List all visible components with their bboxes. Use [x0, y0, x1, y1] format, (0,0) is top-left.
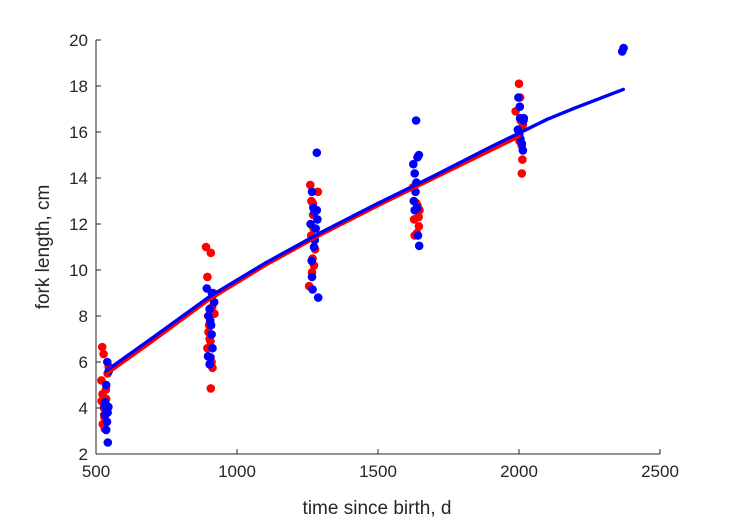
data-point — [312, 148, 322, 157]
data-point — [313, 215, 322, 224]
y-tick-label: 14 — [69, 169, 88, 188]
data-point — [99, 349, 108, 359]
data-point — [101, 425, 111, 435]
data-point — [307, 187, 317, 197]
data-point — [203, 272, 212, 282]
data-point — [206, 320, 216, 330]
data-point — [411, 116, 421, 125]
data-point — [102, 404, 111, 414]
x-tick-label: 2500 — [641, 462, 679, 481]
axes-layer: 500 1000 1500 2000 2500 2 4 6 8 10 12 14 16 18 20 — [69, 31, 679, 481]
data-point — [409, 196, 419, 206]
data-point — [308, 285, 317, 294]
data-point — [517, 169, 527, 178]
data-point — [313, 293, 323, 302]
data-point — [306, 219, 315, 229]
data-point — [201, 242, 211, 252]
fit-line-3 — [105, 87, 625, 372]
data-point — [205, 360, 214, 369]
plot-background — [96, 40, 660, 454]
data-point — [514, 93, 523, 102]
data-point — [203, 352, 213, 361]
data-point — [414, 150, 424, 160]
y-tick-label: 2 — [79, 445, 88, 464]
data-point — [307, 272, 317, 282]
data-point — [517, 139, 527, 148]
y-tick-label: 4 — [79, 399, 88, 418]
data-point — [307, 256, 317, 266]
data-point — [102, 417, 112, 427]
y-tick-label: 8 — [79, 307, 88, 326]
data-point — [312, 205, 322, 215]
y-tick-label: 12 — [69, 215, 88, 234]
data-point — [206, 384, 216, 393]
data-point — [103, 357, 112, 367]
data-point — [208, 343, 217, 353]
y-tick-label: 10 — [69, 261, 88, 280]
data-point — [414, 222, 424, 231]
x-tick-label: 2000 — [500, 462, 538, 481]
data-point — [207, 330, 216, 339]
y-tick-label: 6 — [79, 353, 88, 372]
y-tick-label: 20 — [69, 31, 88, 50]
data-point — [410, 205, 420, 215]
data-point — [518, 146, 528, 155]
data-point — [206, 248, 216, 258]
data-point — [514, 79, 524, 88]
data-point — [209, 297, 219, 307]
x-tick-label: 500 — [82, 462, 110, 481]
data-point — [409, 215, 419, 224]
data-point — [97, 342, 107, 352]
data-point — [313, 187, 323, 197]
data-point — [414, 241, 424, 251]
data-point — [410, 169, 420, 178]
y-tick-label: 18 — [69, 77, 88, 96]
data-point — [515, 102, 525, 111]
data-point — [413, 231, 423, 240]
x-axis-label: time since birth, d — [303, 498, 452, 519]
x-tick-label: 1000 — [218, 462, 256, 481]
data-point — [306, 180, 315, 190]
plot-area — [96, 40, 660, 454]
data-point — [101, 380, 111, 390]
fit-line-2 — [105, 134, 521, 376]
y-axis-label: fork length, cm — [33, 185, 54, 310]
series-layer — [97, 43, 628, 447]
data-point — [619, 43, 628, 53]
y-tick-label: 16 — [69, 123, 88, 142]
x-tick-label: 1500 — [359, 462, 397, 481]
data-point — [409, 159, 418, 169]
data-point — [206, 337, 215, 346]
data-point — [205, 304, 214, 314]
data-point — [518, 155, 527, 164]
data-point — [309, 242, 319, 252]
data-point — [103, 438, 113, 447]
data-point — [519, 116, 528, 125]
